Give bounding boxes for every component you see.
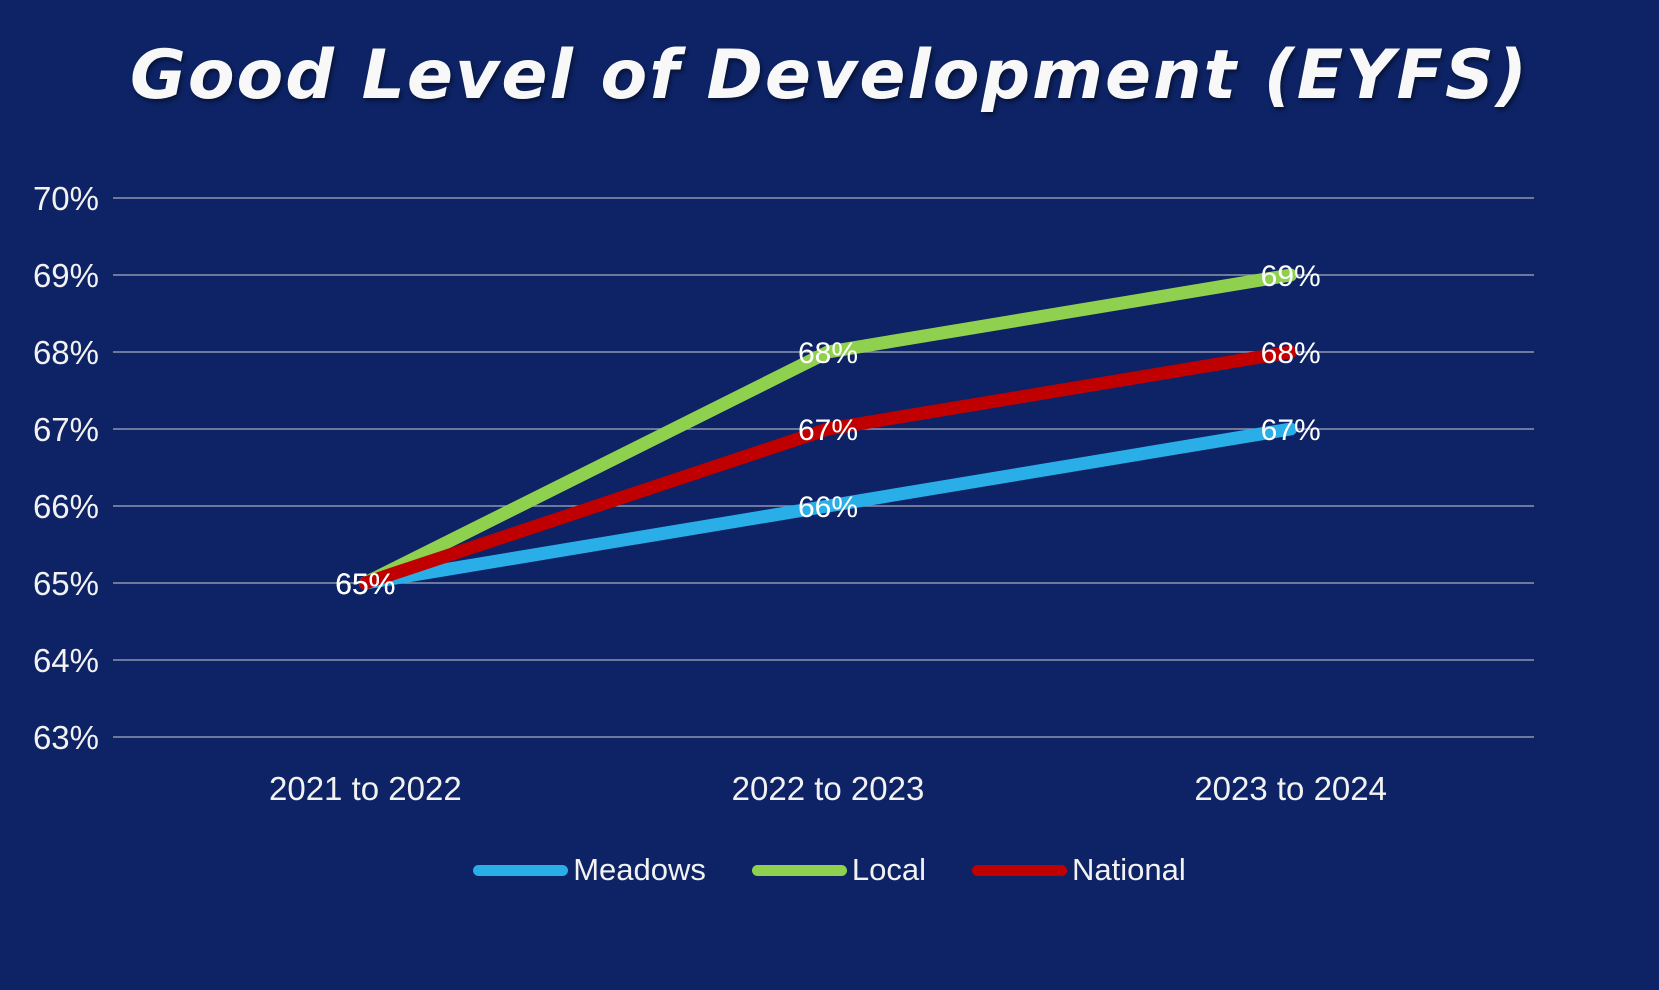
series-line-national <box>358 345 1298 590</box>
y-axis-tick-label: 69% <box>33 257 99 294</box>
data-label-national: 65% <box>335 568 395 601</box>
data-label-local: 65% <box>335 568 395 601</box>
legend-label-meadows: Meadows <box>573 852 706 887</box>
chart-title: Good Level of Development (EYFS) <box>130 36 1529 115</box>
data-label-meadows: 66% <box>798 491 858 524</box>
y-axis-tick-label: 70% <box>33 180 99 217</box>
legend-swatch-national <box>972 864 1068 876</box>
legend-label-local: Local <box>851 852 927 887</box>
y-axis-tick-label: 67% <box>33 411 99 448</box>
legend-swatch-meadows <box>473 864 569 876</box>
y-axis-tick-label: 63% <box>33 719 99 756</box>
x-axis-category-label: 2021 to 2022 <box>269 770 462 807</box>
data-label-local: 69% <box>1261 260 1321 293</box>
x-axis-category-label: 2022 to 2023 <box>732 770 925 807</box>
y-axis-tick-label: 66% <box>33 488 99 525</box>
y-axis-tick-label: 65% <box>33 565 99 602</box>
legend-label-national: National <box>1072 852 1186 887</box>
data-label-meadows: 65% <box>335 568 395 601</box>
legend-swatch-local <box>751 864 847 876</box>
data-label-national: 68% <box>1261 337 1321 370</box>
chart-legend: Meadows Local National <box>0 852 1659 888</box>
data-label-local: 68% <box>798 337 858 370</box>
legend-item-local: Local <box>751 852 927 888</box>
data-label-meadows: 67% <box>1261 414 1321 447</box>
legend-item-national: National <box>972 852 1186 888</box>
y-axis-tick-label: 64% <box>33 642 99 679</box>
x-axis-category-label: 2023 to 2024 <box>1194 770 1387 807</box>
series-line-meadows <box>358 422 1298 590</box>
y-axis-tick-label: 68% <box>33 334 99 371</box>
legend-item-meadows: Meadows <box>473 852 706 888</box>
series-line-local <box>358 268 1298 590</box>
data-label-national: 67% <box>798 414 858 447</box>
